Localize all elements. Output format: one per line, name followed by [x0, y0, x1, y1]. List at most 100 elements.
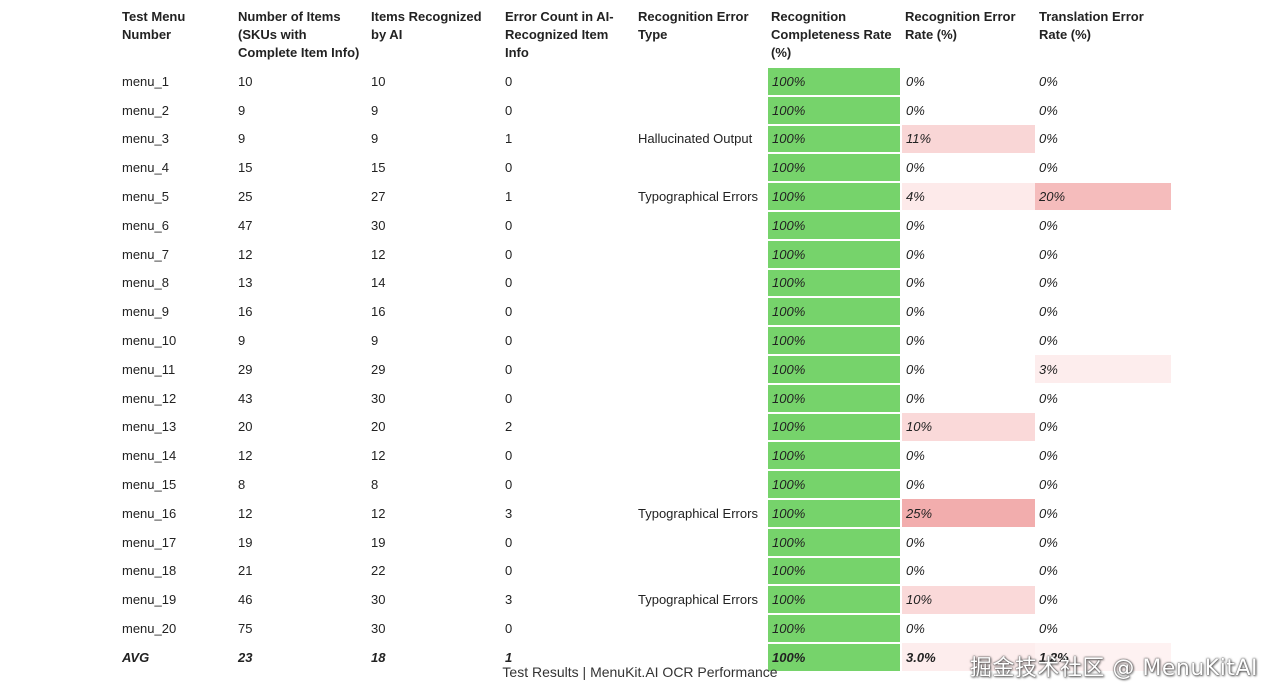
cell-translation-error-rate: 0%: [1035, 469, 1171, 500]
table-row: menu_17 19 19 0 100% 0% 0%: [118, 526, 1171, 558]
cell-translation-error-rate: 20%: [1035, 181, 1171, 212]
cell-completeness-rate: 100%: [766, 584, 902, 615]
cell-items-recognized: 30: [371, 390, 386, 406]
table-row: menu_16 12 12 3 Typographical Errors 100% 25% 0…: [118, 497, 1171, 529]
cell-number-of-items: 10: [238, 73, 253, 89]
cell-error-count: 0: [505, 73, 513, 89]
cell-error-type: [634, 153, 767, 182]
cell-error-type: [634, 211, 767, 240]
cell-error-type: [634, 384, 767, 413]
cell-menu-number: menu_16: [122, 505, 177, 521]
cell-menu-number: AVG: [122, 649, 150, 665]
cell-translation-error-rate: 0%: [1035, 383, 1171, 414]
table-row: menu_3 9 9 1 Hallucinated Output 100% 11% 0%: [118, 123, 1171, 154]
table-row: menu_14 12 12 0 100% 0% 0%: [118, 440, 1171, 471]
cell-items-recognized: 8: [371, 477, 379, 493]
cell-number-of-items: 43: [238, 390, 253, 406]
cell-translation-error-rate: 0%: [1035, 498, 1171, 529]
table-row: menu_20 75 30 0 100% 0% 0%: [118, 613, 1171, 644]
cell-number-of-items: 12: [238, 246, 253, 262]
cell-items-recognized: 9: [371, 333, 379, 349]
cell-recognition-error-rate: 0%: [901, 210, 1035, 241]
cell-error-count: 0: [505, 217, 513, 233]
cell-items-recognized: 29: [371, 361, 386, 377]
cell-menu-number: menu_11: [122, 361, 176, 377]
results-table: Test Menu Number Number of Items (SKUs w…: [118, 6, 1171, 672]
header-menu-number: Test Menu Number: [122, 9, 186, 42]
cell-recognition-error-rate: 0%: [901, 354, 1035, 385]
cell-recognition-error-rate: 25%: [901, 498, 1035, 529]
cell-translation-error-rate: 0%: [1035, 325, 1171, 356]
cell-completeness-rate: 100%: [766, 440, 902, 471]
cell-completeness-rate: 100%: [766, 641, 902, 672]
figure-caption: Test Results | MenuKit.AI OCR Performanc…: [502, 664, 778, 680]
cell-number-of-items: 9: [238, 333, 246, 349]
cell-completeness-rate: 100%: [766, 325, 902, 356]
cell-error-count: 0: [505, 534, 513, 550]
cell-completeness-rate: 100%: [766, 411, 902, 442]
cell-recognition-error-rate: 0%: [901, 556, 1035, 586]
cell-recognition-error-rate: 0%: [901, 152, 1035, 183]
cell-error-count: 0: [505, 361, 513, 377]
cell-error-type: [634, 96, 767, 125]
cell-translation-error-rate: 0%: [1035, 613, 1171, 644]
cell-error-count: 0: [505, 563, 513, 579]
cell-error-count: 2: [505, 419, 513, 435]
cell-completeness-rate: 100%: [766, 382, 902, 414]
cell-recognition-error-rate: 0%: [901, 239, 1035, 270]
cell-items-recognized: 12: [371, 505, 386, 521]
cell-translation-error-rate: 0%: [1035, 124, 1171, 154]
cell-menu-number: menu_19: [122, 592, 177, 608]
cell-completeness-rate: 100%: [766, 353, 902, 385]
cell-menu-number: menu_5: [122, 189, 169, 205]
cell-number-of-items: 75: [238, 621, 253, 637]
cell-number-of-items: 15: [238, 160, 253, 176]
cell-menu-number: menu_12: [122, 390, 177, 406]
table-row: menu_7 12 12 0 100% 0% 0%: [118, 238, 1171, 270]
cell-items-recognized: 27: [371, 189, 386, 205]
cell-error-count: 0: [505, 160, 513, 176]
cell-completeness-rate: 100%: [766, 296, 902, 327]
table-row: menu_6 47 30 0 100% 0% 0%: [118, 209, 1171, 241]
cell-items-recognized: 12: [371, 448, 386, 464]
table-row: menu_9 16 16 0 100% 0% 0%: [118, 296, 1171, 327]
cell-error-type: Typographical Errors: [638, 592, 758, 608]
cell-menu-number: menu_15: [122, 477, 177, 493]
cell-menu-number: menu_4: [122, 160, 169, 176]
cell-menu-number: menu_13: [122, 419, 177, 435]
cell-translation-error-rate: 1.2%: [1035, 642, 1171, 672]
cell-menu-number: menu_3: [122, 131, 169, 147]
cell-completeness-rate: 100%: [766, 267, 902, 298]
cell-menu-number: menu_18: [122, 563, 177, 579]
cell-menu-number: menu_1: [122, 73, 169, 89]
cell-number-of-items: 19: [238, 534, 253, 550]
cell-number-of-items: 21: [238, 563, 253, 579]
cell-completeness-rate: 100%: [766, 123, 902, 154]
cell-error-type: [634, 614, 767, 643]
cell-error-count: 0: [505, 304, 513, 320]
cell-translation-error-rate: 0%: [1035, 95, 1171, 126]
cell-number-of-items: 46: [238, 592, 253, 608]
cell-error-type: Typographical Errors: [638, 505, 758, 521]
cell-items-recognized: 19: [371, 534, 386, 550]
cell-number-of-items: 20: [238, 419, 253, 435]
cell-error-count: 0: [505, 390, 513, 406]
cell-completeness-rate: 100%: [766, 613, 902, 644]
cell-items-recognized: 22: [371, 563, 386, 579]
cell-number-of-items: 8: [238, 477, 246, 493]
cell-recognition-error-rate: 11%: [901, 124, 1035, 154]
cell-menu-number: menu_9: [122, 304, 169, 320]
table-row: menu_4 15 15 0 100% 0% 0%: [118, 152, 1171, 183]
cell-items-recognized: 9: [371, 131, 379, 147]
cell-completeness-rate: 100%: [766, 66, 902, 97]
header-number-of-items: Number of Items (SKUs with Complete Item…: [238, 9, 360, 60]
cell-translation-error-rate: 0%: [1035, 239, 1171, 270]
header-error-type: Recognition Error Type: [638, 9, 749, 42]
cell-recognition-error-rate: 0%: [901, 613, 1035, 644]
cell-completeness-rate: 100%: [766, 209, 902, 241]
cell-error-type: [634, 67, 767, 96]
cell-error-count: 0: [505, 333, 513, 349]
cell-error-type: [634, 297, 767, 326]
cell-menu-number: menu_8: [122, 275, 169, 291]
